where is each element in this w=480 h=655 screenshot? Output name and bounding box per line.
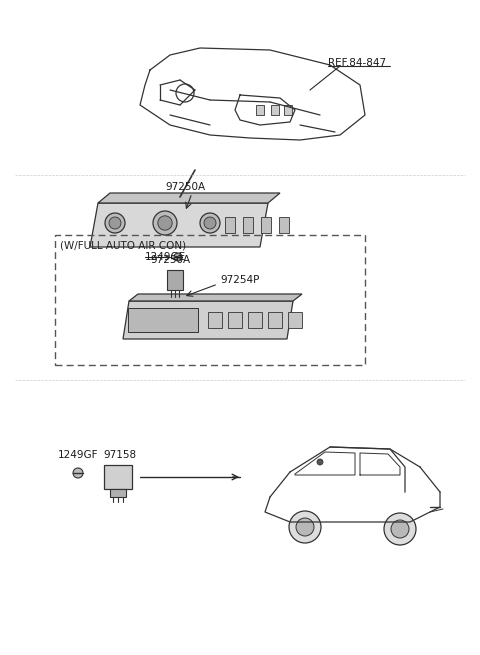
Polygon shape — [123, 301, 293, 339]
Circle shape — [158, 215, 172, 230]
Bar — [110, 489, 126, 497]
Circle shape — [384, 513, 416, 545]
Circle shape — [296, 518, 314, 536]
Text: 97254P: 97254P — [220, 275, 259, 285]
Polygon shape — [129, 294, 302, 301]
Bar — [256, 105, 264, 115]
Bar — [284, 105, 292, 115]
Circle shape — [204, 217, 216, 229]
Circle shape — [200, 213, 220, 233]
Bar — [288, 312, 302, 328]
Circle shape — [174, 253, 182, 261]
Circle shape — [73, 468, 83, 478]
Bar — [104, 465, 132, 489]
Bar — [55, 235, 365, 365]
Bar — [167, 270, 183, 290]
Bar — [225, 217, 235, 233]
Circle shape — [391, 520, 409, 538]
Bar — [248, 312, 262, 328]
Bar — [228, 312, 242, 328]
Bar — [128, 308, 198, 332]
Text: 1249GF: 1249GF — [58, 450, 98, 460]
Text: (W/FULL AUTO AIR CON): (W/FULL AUTO AIR CON) — [60, 240, 186, 250]
Circle shape — [153, 211, 177, 235]
Bar — [243, 217, 253, 233]
Circle shape — [317, 459, 323, 465]
Text: 97250A: 97250A — [150, 255, 190, 265]
Polygon shape — [90, 203, 268, 247]
Bar — [268, 312, 282, 328]
Polygon shape — [98, 193, 280, 203]
Text: REF.84-847: REF.84-847 — [328, 58, 386, 68]
Text: 97158: 97158 — [103, 450, 136, 460]
Bar — [208, 312, 222, 328]
Text: 97250A: 97250A — [165, 182, 205, 192]
Circle shape — [289, 511, 321, 543]
Bar — [261, 217, 271, 233]
Bar — [279, 217, 289, 233]
Bar — [271, 105, 279, 115]
Circle shape — [109, 217, 121, 229]
Circle shape — [105, 213, 125, 233]
Text: 1249GE: 1249GE — [145, 252, 186, 262]
